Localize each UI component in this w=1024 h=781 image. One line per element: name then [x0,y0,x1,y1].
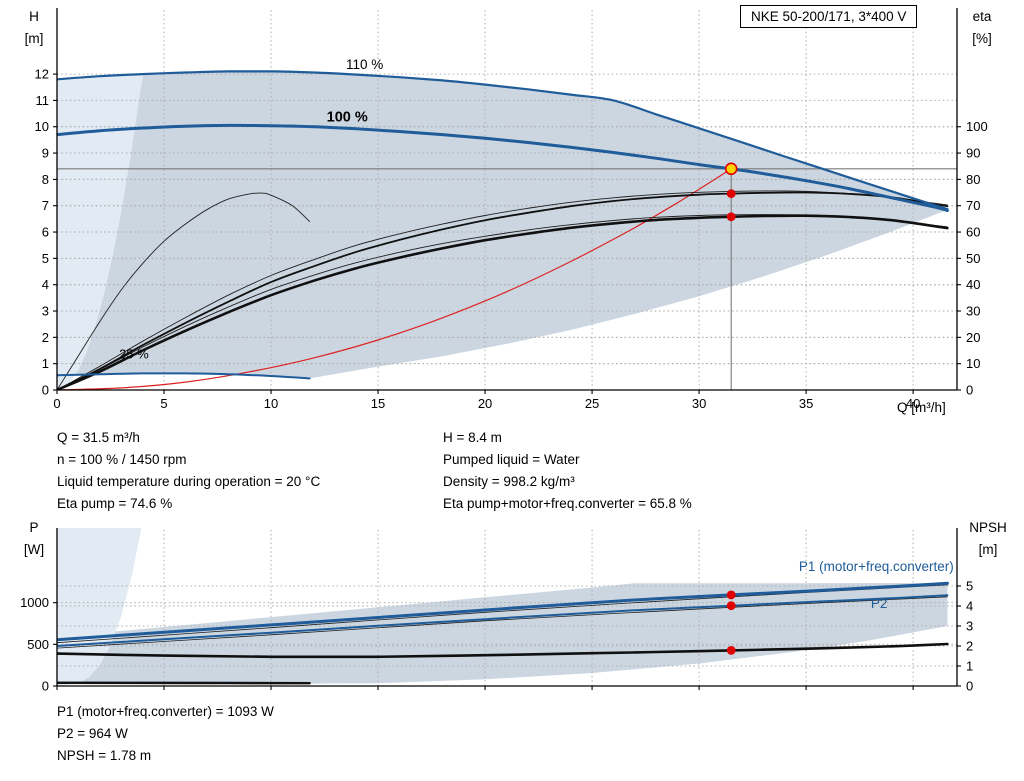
svg-text:3: 3 [966,619,973,634]
svg-text:90: 90 [966,146,980,161]
svg-text:40: 40 [966,277,980,292]
svg-text:1: 1 [966,659,973,674]
head-right-axis-label: eta [%] [962,6,1002,50]
svg-text:6: 6 [42,225,49,240]
svg-text:9: 9 [42,146,49,161]
svg-text:5: 5 [160,396,167,411]
series-eta-25-percent [57,192,311,390]
svg-text:0: 0 [42,679,49,694]
marker-p1-point [726,590,736,600]
info-eta-pump: Eta pump = 74.6 % [57,496,173,511]
pump-type-box: NKE 50-200/171, 3*400 V [740,5,918,28]
svg-text:2: 2 [966,639,973,654]
head-left-axis-symbol: H [29,9,39,24]
region-power-envelope [57,583,948,684]
svg-text:40: 40 [906,396,920,411]
svg-text:100: 100 [966,119,988,134]
svg-text:25: 25 [585,396,599,411]
result-npsh: NPSH = 1.78 m [57,748,152,763]
svg-text:0: 0 [42,383,49,398]
svg-text:3: 3 [42,304,49,319]
svg-text:11: 11 [36,93,50,108]
svg-text:30: 30 [692,396,706,411]
svg-text:500: 500 [27,637,49,652]
series-eta-pump-motor-converter [57,214,949,390]
svg-text:80: 80 [966,172,980,187]
head-eta-chart: 0 5 10 15 20 25 30 35 40012345678910111201020304… [35,8,988,411]
head-left-axis-label: H [m] [14,6,54,50]
series-eta-thin-max-impeller [57,190,948,390]
power-left-axis-label: P [W] [14,517,54,561]
info-flow: Q = 31.5 m³/h [57,430,140,445]
power-right-axis-symbol: NPSH [969,520,1007,535]
svg-text:0: 0 [966,679,973,694]
annotation: 25 % [119,346,149,361]
series-p-thin-max-2 [57,596,948,649]
power-left-axis-unit: [W] [23,542,45,557]
svg-text:15: 15 [371,396,385,411]
annotation: 110 % [346,57,383,72]
marker-p2-point [726,601,736,611]
series-npsh-curve [57,642,949,659]
svg-text:10: 10 [264,396,278,411]
duty-info-right: H = 8.4 m Pumped liquid = Water Density … [443,427,692,515]
svg-text:4: 4 [966,599,973,614]
power-left-axis-symbol: P [29,520,39,535]
series-speed-curve-100 [57,123,949,212]
result-p1: P1 (motor+freq.converter) = 1093 W [57,704,274,719]
svg-text:4: 4 [42,277,49,292]
svg-text:5: 5 [966,579,973,594]
power-npsh-chart: 0 500 1000 0 1 2 3 4 5 P1 (motor+freq.converter) P… [20,528,973,694]
info-eta-total: Eta pump+motor+freq.converter = 65.8 % [443,496,692,511]
annotation: 100 % [327,109,368,125]
svg-text:1: 1 [42,356,49,371]
series-p1-curve [57,581,949,642]
svg-text:1000: 1000 [20,595,49,610]
info-liquid-temperature: Liquid temperature during operation = 20… [57,474,321,489]
head-right-axis-unit: [%] [972,31,992,46]
info-head: H = 8.4 m [443,430,502,445]
power-right-axis-unit: [m] [978,542,998,557]
info-speed: n = 100 % / 1450 rpm [57,452,187,467]
svg-text:8: 8 [42,172,49,187]
duty-info-left: Q = 31.5 m³/h n = 100 % / 1450 rpm Liqui… [57,427,320,515]
series-speed-curve-110 [57,70,949,211]
marker-eta-total-point [726,212,736,222]
svg-text:30: 30 [966,304,980,319]
svg-text:2: 2 [42,330,49,345]
svg-text:12: 12 [35,67,49,82]
series-affinity-curve-to-duty-point [57,168,732,390]
marker-npsh-point [726,646,736,655]
marker-eta-pump-point [726,189,736,199]
flow-axis-label: Q [m³/h] [897,400,946,415]
series-eta-pump [57,191,949,390]
svg-text:0: 0 [53,396,60,411]
series-p2-curve [57,594,949,647]
series-speed-curve-25 [57,372,311,380]
region-operating-envelope [57,71,948,379]
annotation: P2 [871,596,888,611]
head-right-axis-symbol: eta [972,9,992,24]
svg-text:35: 35 [799,396,813,411]
power-results: P1 (motor+freq.converter) = 1093 W P2 = … [57,701,274,767]
svg-text:50: 50 [966,251,980,266]
marker-duty-point [724,162,738,176]
info-density: Density = 998.2 kg/m³ [443,474,575,489]
svg-text:0: 0 [966,383,973,398]
info-pumped-liquid: Pumped liquid = Water [443,452,580,467]
result-p2: P2 = 964 W [57,726,128,741]
svg-text:5: 5 [42,251,49,266]
power-right-axis-label: NPSH [m] [957,517,1019,561]
svg-text:10: 10 [35,119,49,134]
head-left-axis-unit: [m] [24,31,44,46]
svg-text:10: 10 [966,356,980,371]
svg-text:20: 20 [478,396,492,411]
svg-text:70: 70 [966,198,980,213]
svg-text:60: 60 [966,225,980,240]
svg-text:7: 7 [42,198,49,213]
annotation: P1 (motor+freq.converter) [799,559,954,574]
svg-text:20: 20 [966,330,980,345]
